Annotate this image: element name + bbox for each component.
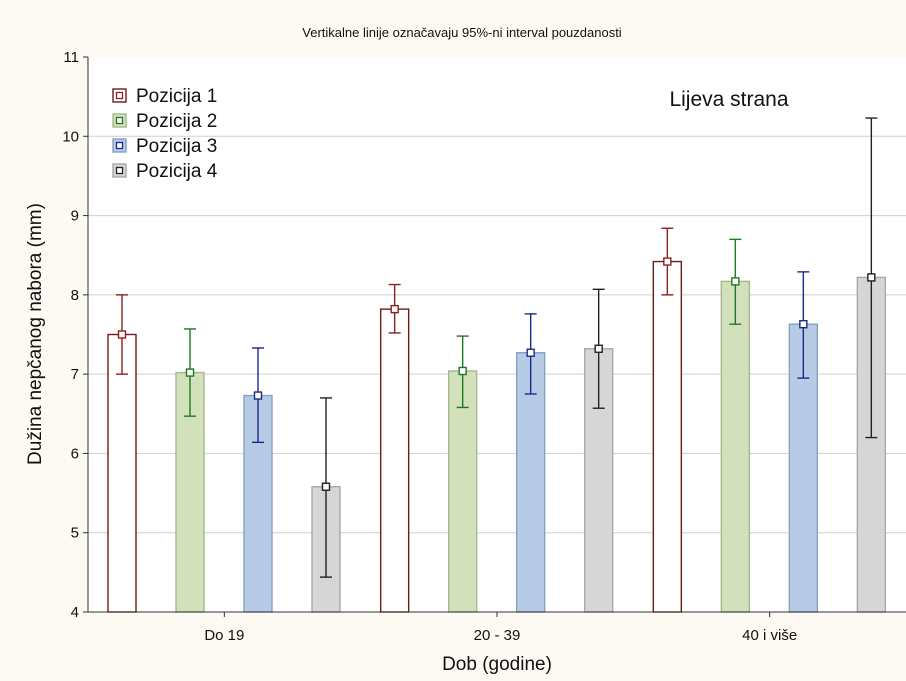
x-axis-title: Dob (godine) — [442, 654, 552, 675]
y-tick-label: 5 — [71, 525, 79, 542]
mean-marker — [185, 368, 195, 377]
y-tick-label: 9 — [71, 208, 79, 225]
x-tick-labels: Do 19 20 - 39 40 i više — [204, 612, 797, 644]
bar — [379, 308, 410, 613]
legend-label: Pozicija 2 — [136, 111, 217, 132]
chart-title: Vertikalne linije označavaju 95%-ni inte… — [302, 25, 622, 40]
chart-annotation: Lijeva strana — [669, 88, 788, 111]
bars — [107, 260, 887, 613]
legend-label: Pozicija 4 — [136, 161, 218, 182]
x-tick-label: 40 i više — [742, 627, 797, 644]
legend: Pozicija 1 Pozicija 2 Pozicija 3 Pozicija 4 — [112, 86, 218, 182]
y-tick-label: 11 — [63, 49, 79, 66]
y-tick-label: 4 — [71, 604, 79, 621]
mean-marker — [799, 319, 808, 329]
mean-marker — [594, 344, 603, 353]
grid-lines — [88, 135, 906, 534]
legend-marker — [115, 141, 124, 150]
y-axis-title: Dužina nepčanog nabora (mm) — [25, 203, 46, 465]
mean-marker — [117, 330, 127, 339]
bar — [515, 352, 546, 613]
mean-marker — [526, 348, 535, 357]
legend-marker — [115, 91, 124, 100]
bar — [720, 280, 751, 613]
bar — [107, 333, 137, 613]
mean-marker — [321, 482, 331, 491]
x-tick-label: 20 - 39 — [474, 627, 521, 644]
error-bars — [116, 117, 878, 578]
y-tick-label: 10 — [62, 128, 79, 145]
y-tick-label: 6 — [71, 445, 79, 462]
mean-marker — [867, 273, 876, 282]
legend-label: Pozicija 3 — [136, 136, 217, 157]
mean-marker — [731, 277, 740, 286]
y-tick-labels: 4 5 6 7 8 9 10 11 — [62, 49, 88, 621]
legend-marker — [115, 116, 124, 125]
mean-marker — [663, 257, 672, 266]
y-tick-label: 8 — [71, 287, 79, 304]
bar — [652, 260, 683, 613]
y-tick-label: 7 — [71, 366, 79, 383]
plot-area — [88, 57, 906, 612]
legend-marker — [115, 166, 124, 175]
mean-marker — [458, 366, 467, 376]
mean-marker — [253, 391, 263, 400]
legend-label: Pozicija 1 — [136, 86, 217, 107]
mean-marker — [390, 304, 399, 314]
x-tick-label: Do 19 — [204, 627, 244, 644]
